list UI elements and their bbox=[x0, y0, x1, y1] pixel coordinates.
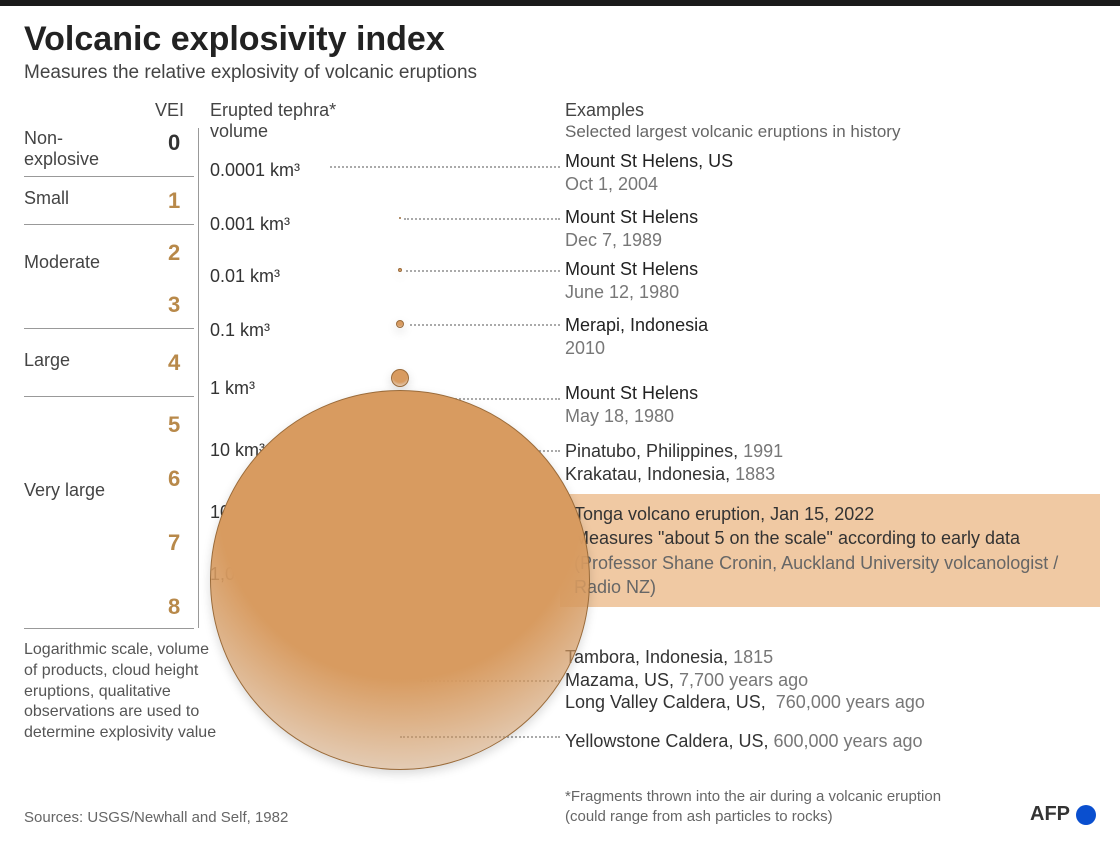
tephra-circle bbox=[391, 369, 409, 387]
vei-number: 8 bbox=[168, 594, 180, 620]
afp-dot-icon bbox=[1076, 805, 1096, 825]
vei-number: 3 bbox=[168, 292, 180, 318]
vei-number: 2 bbox=[168, 240, 180, 266]
volume-label: 1 km³ bbox=[210, 378, 255, 399]
example-entry: Pinatubo, Philippines, 1991Krakatau, Ind… bbox=[565, 440, 783, 485]
category-label: Very large bbox=[24, 480, 105, 501]
tephra-header: Erupted tephra* volume bbox=[210, 100, 360, 142]
tephra-circle bbox=[396, 320, 404, 328]
scale-note: Logarithmic scale, volume of products, c… bbox=[24, 640, 224, 744]
connector-line bbox=[330, 166, 560, 168]
category-divider bbox=[24, 328, 194, 329]
tephra-circle bbox=[398, 268, 402, 272]
example-entry: Yellowstone Caldera, US, 600,000 years a… bbox=[565, 730, 923, 753]
example-entry: Mount St Helens, USOct 1, 2004 bbox=[565, 150, 733, 195]
vei-number: 0 bbox=[168, 130, 180, 156]
examples-subheader: Selected largest volcanic eruptions in h… bbox=[565, 122, 900, 142]
highlight-tonga: Tonga volcano eruption, Jan 15, 2022Meas… bbox=[560, 494, 1100, 607]
top-bar bbox=[0, 0, 1120, 6]
category-divider bbox=[24, 224, 194, 225]
vei-number: 6 bbox=[168, 466, 180, 492]
sources-text: Sources: USGS/Newhall and Self, 1982 bbox=[24, 809, 288, 826]
vei-number: 7 bbox=[168, 530, 180, 556]
vei-number: 1 bbox=[168, 188, 180, 214]
example-entry: Mount St HelensDec 7, 1989 bbox=[565, 206, 698, 251]
example-entry: Mount St HelensMay 18, 1980 bbox=[565, 382, 698, 427]
afp-logo: AFP bbox=[1030, 803, 1096, 826]
vei-number: 5 bbox=[168, 412, 180, 438]
page-subtitle: Measures the relative explosivity of vol… bbox=[24, 62, 477, 84]
example-entry: Merapi, Indonesia2010 bbox=[565, 314, 708, 359]
examples-header: Examples bbox=[565, 100, 644, 121]
page-title: Volcanic explosivity index bbox=[24, 20, 445, 59]
connector-line bbox=[406, 270, 560, 272]
category-divider bbox=[24, 176, 194, 177]
category-label: Moderate bbox=[24, 252, 100, 273]
volume-label: 0.0001 km³ bbox=[210, 160, 300, 181]
example-entry: Tambora, Indonesia, 1815Mazama, US, 7,70… bbox=[565, 646, 925, 714]
footnote-text: *Fragments thrown into the air during a … bbox=[565, 787, 945, 826]
volume-label: 0.01 km³ bbox=[210, 266, 280, 287]
category-label: Non-explosive bbox=[24, 128, 99, 170]
volume-label: 0.001 km³ bbox=[210, 214, 290, 235]
afp-text: AFP bbox=[1030, 803, 1070, 826]
category-divider bbox=[24, 396, 194, 397]
connector-line bbox=[410, 324, 560, 326]
tephra-circle bbox=[210, 390, 590, 770]
category-label: Large bbox=[24, 350, 70, 371]
vei-vertical-rule bbox=[198, 128, 199, 628]
tephra-circle bbox=[399, 217, 401, 219]
vei-header: VEI bbox=[155, 100, 184, 121]
connector-line bbox=[404, 218, 560, 220]
vei-number: 4 bbox=[168, 350, 180, 376]
volume-label: 0.1 km³ bbox=[210, 320, 270, 341]
example-entry: Mount St HelensJune 12, 1980 bbox=[565, 258, 698, 303]
category-label: Small bbox=[24, 188, 69, 209]
category-divider bbox=[24, 628, 194, 629]
